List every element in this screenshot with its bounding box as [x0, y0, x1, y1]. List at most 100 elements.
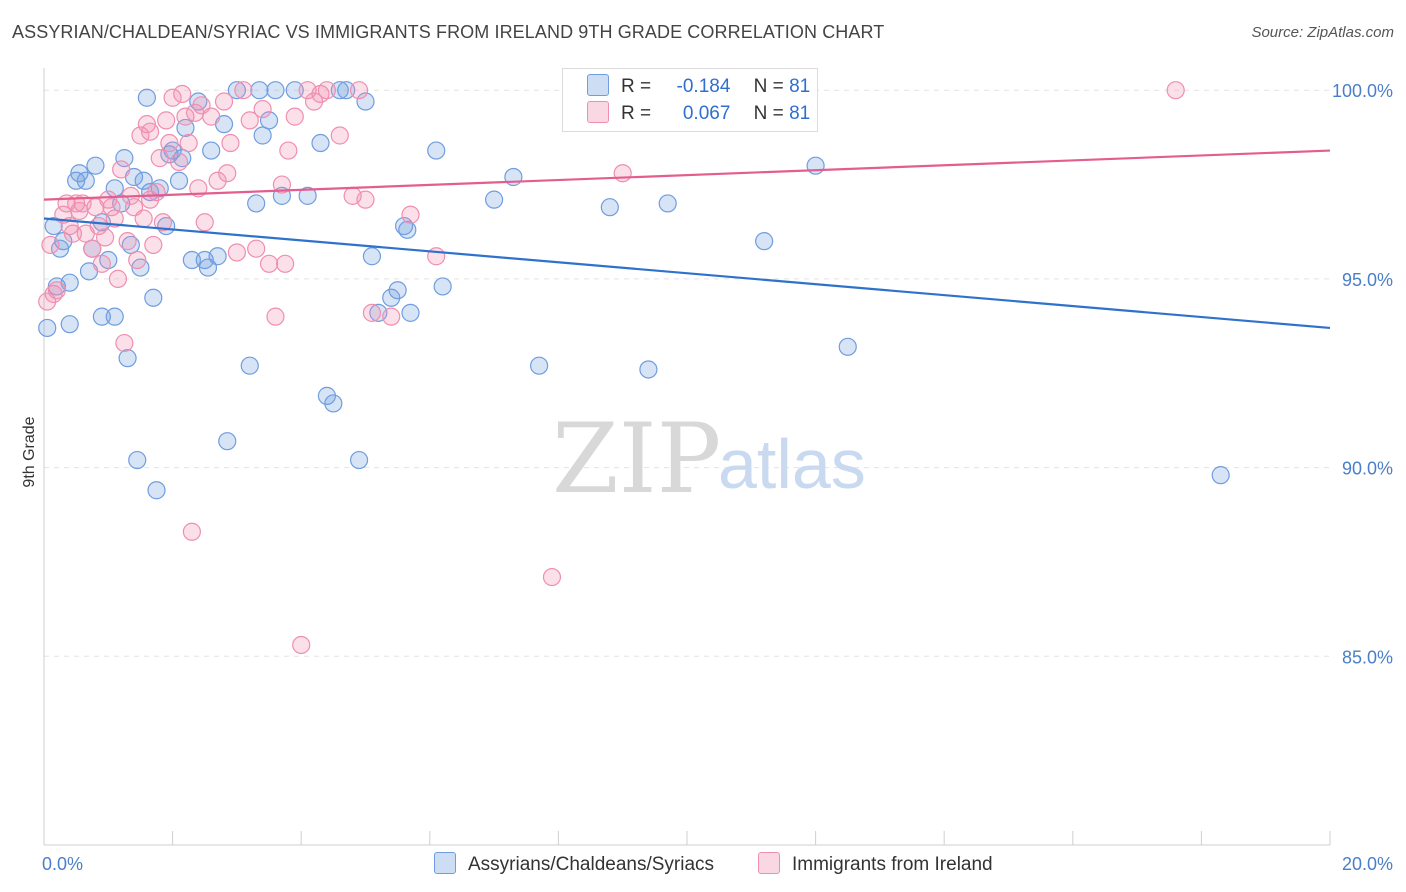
point-ireland [311, 84, 330, 104]
point-ireland [160, 133, 179, 153]
point-assyrians [118, 349, 137, 368]
point-ireland [131, 126, 150, 145]
point-ireland [240, 111, 259, 130]
trend-line-ireland [43, 149, 1331, 201]
point-ireland [128, 250, 147, 270]
point-assyrians [433, 277, 452, 296]
point-ireland [115, 333, 134, 353]
point-assyrians [60, 315, 79, 334]
point-assyrians [240, 356, 259, 375]
point-ireland [276, 254, 295, 273]
point-ireland [266, 307, 285, 326]
point-assyrians [356, 92, 375, 111]
point-ireland [186, 103, 205, 122]
point-ireland [112, 160, 131, 179]
point-ireland [157, 111, 176, 130]
watermark-atlas: atlas [718, 425, 866, 503]
point-assyrians [266, 81, 285, 100]
point-assyrians [838, 337, 857, 356]
x-tick-label: 20.0% [1342, 854, 1393, 874]
chart-title: ASSYRIAN/CHALDEAN/SYRIAC VS IMMIGRANTS F… [12, 22, 885, 42]
point-assyrians [134, 171, 153, 190]
chart-source: Source: ZipAtlas.com [1251, 24, 1394, 41]
point-ireland [234, 81, 253, 100]
point-assyrians [362, 247, 382, 266]
r-label: R = [621, 76, 652, 97]
n-label: N = [753, 76, 784, 97]
point-assyrians [755, 232, 774, 251]
point-assyrians [639, 360, 658, 379]
point-assyrians [144, 288, 163, 307]
point-assyrians [137, 88, 156, 107]
stats-legend-row-pink: R = 0.067 N = 81 [587, 101, 810, 127]
point-ireland [44, 284, 63, 304]
point-ireland [208, 171, 227, 190]
y-axis-label: 9th Grade [21, 416, 38, 487]
legend-swatch-blue [434, 852, 456, 874]
watermark: ZIP atlas [552, 403, 866, 515]
point-assyrians [208, 247, 227, 266]
point-ireland [330, 126, 349, 145]
point-ireland [382, 307, 401, 326]
point-assyrians [253, 126, 272, 145]
point-ireland [349, 81, 369, 100]
y-tick-label: 90.0% [1342, 459, 1393, 479]
point-ireland [356, 190, 375, 209]
legend-swatch-pink [758, 852, 780, 874]
point-ireland [247, 239, 266, 258]
point-ireland [102, 198, 121, 217]
point-ireland [218, 164, 237, 183]
point-assyrians [298, 186, 317, 205]
legend-swatch-blue [587, 74, 609, 96]
legend-item-assyrians: Assyrians/Chaldeans/Syriacs [434, 852, 714, 876]
point-ireland [144, 235, 163, 255]
point-assyrians [324, 394, 343, 413]
point-assyrians [285, 81, 304, 100]
point-ireland [285, 107, 304, 126]
point-assyrians [115, 149, 134, 168]
point-ireland [195, 213, 214, 232]
point-ireland [41, 235, 60, 255]
watermark-zip: ZIP [552, 403, 721, 515]
point-assyrians [247, 194, 266, 213]
point-assyrians [105, 307, 124, 326]
point-ireland [150, 149, 169, 168]
r-label: R = [621, 103, 652, 124]
x-tick-label: 0.0% [42, 854, 83, 874]
point-assyrians [92, 307, 111, 326]
point-assyrians [401, 303, 420, 322]
r-value: 0.067 [682, 103, 731, 124]
point-assyrians [530, 356, 549, 375]
point-ireland [63, 224, 83, 243]
point-ireland [259, 254, 279, 273]
point-ireland [292, 635, 311, 655]
point-ireland [182, 522, 201, 541]
point-ireland [153, 213, 173, 232]
stats-legend: R = -0.184 N = 81 R = 0.067 N = 81 [562, 68, 818, 132]
point-ireland [179, 133, 198, 153]
point-ireland [95, 228, 115, 247]
point-assyrians [658, 194, 677, 213]
point-assyrians [259, 111, 279, 130]
point-assyrians [382, 288, 401, 307]
point-assyrians [398, 220, 417, 239]
point-assyrians [86, 156, 105, 175]
legend-label-assyrians: Assyrians/Chaldeans/Syriacs [468, 854, 715, 875]
point-ireland [362, 303, 382, 322]
point-ireland [147, 182, 166, 202]
point-assyrians [76, 171, 95, 190]
point-assyrians [485, 190, 504, 209]
point-assyrians [311, 133, 330, 153]
point-ireland [202, 107, 221, 126]
point-assyrians [182, 250, 201, 270]
point-ireland [304, 92, 324, 111]
point-assyrians [317, 386, 337, 405]
stats-legend-row-blue: R = -0.184 N = 81 [587, 74, 810, 100]
point-assyrians [169, 171, 189, 190]
point-ireland [140, 122, 160, 141]
point-ireland [134, 209, 153, 228]
point-assyrians [337, 81, 356, 100]
y-tick-label: 85.0% [1342, 647, 1393, 667]
point-assyrians [147, 481, 166, 500]
